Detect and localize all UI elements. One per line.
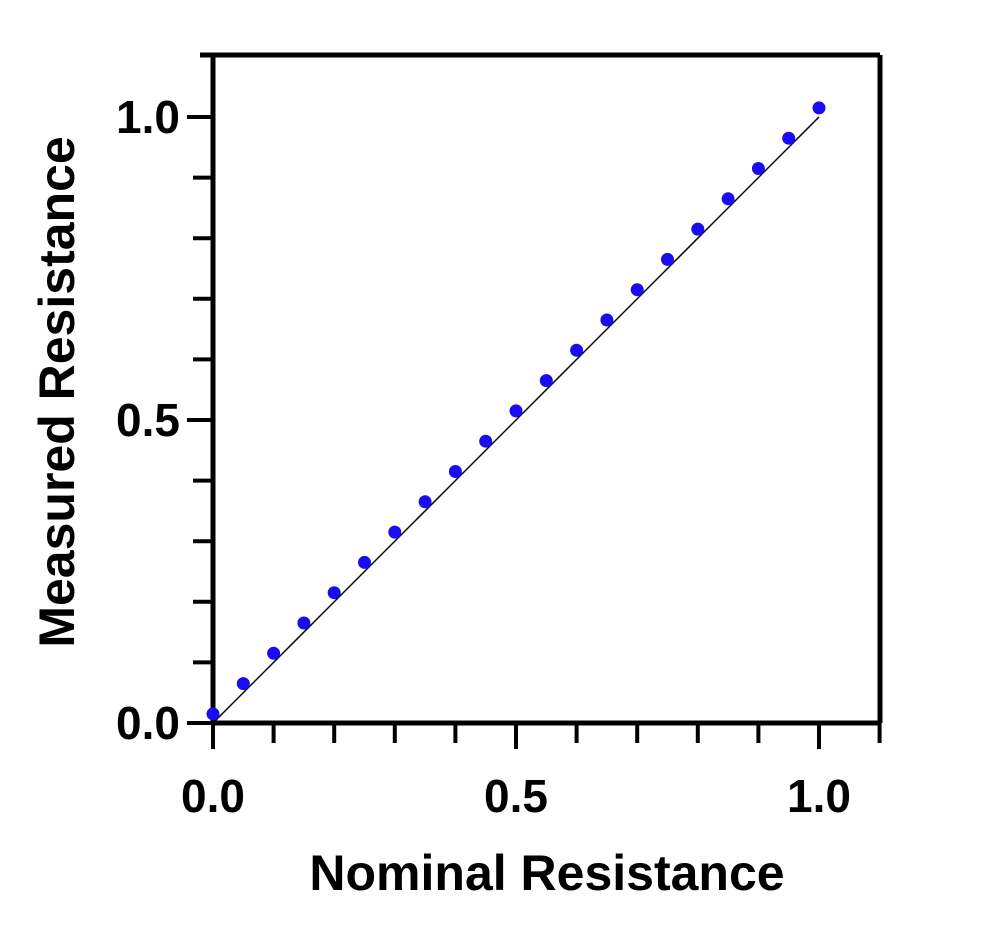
x-tick-label: 1.0 xyxy=(787,770,851,822)
y-axis-title: Measured Resistance xyxy=(29,136,85,647)
y-tick-label: 0.0 xyxy=(116,697,180,749)
reference-line xyxy=(212,116,820,724)
data-point xyxy=(297,616,311,630)
data-point xyxy=(782,131,796,145)
data-point xyxy=(327,586,341,600)
x-tick-label: 0.0 xyxy=(181,770,245,822)
data-point xyxy=(539,374,553,388)
x-tick-label: 0.5 xyxy=(484,770,548,822)
axis-ticks xyxy=(187,115,882,749)
data-point xyxy=(267,646,281,660)
tick-labels: 0.0 0.5 1.0 0.0 0.5 1.0 xyxy=(116,91,851,822)
plot-frame xyxy=(200,52,883,726)
y-tick-label: 0.5 xyxy=(116,394,180,446)
data-point xyxy=(661,252,674,266)
x-axis-title: Nominal Resistance xyxy=(309,845,784,901)
reference-line-layer xyxy=(212,116,820,724)
data-point xyxy=(236,677,250,691)
data-point xyxy=(721,192,735,206)
data-point xyxy=(812,101,826,115)
data-point xyxy=(751,162,765,176)
data-point xyxy=(479,434,493,448)
data-point xyxy=(691,222,705,236)
data-point xyxy=(600,313,614,327)
data-point xyxy=(448,465,462,479)
data-point xyxy=(630,283,644,297)
data-point xyxy=(418,495,432,509)
data-point xyxy=(509,404,523,418)
data-point xyxy=(206,707,220,721)
data-point xyxy=(388,525,402,539)
data-point xyxy=(570,343,584,357)
data-point xyxy=(358,555,371,569)
data-points xyxy=(206,101,826,721)
y-tick-label: 1.0 xyxy=(116,91,180,143)
